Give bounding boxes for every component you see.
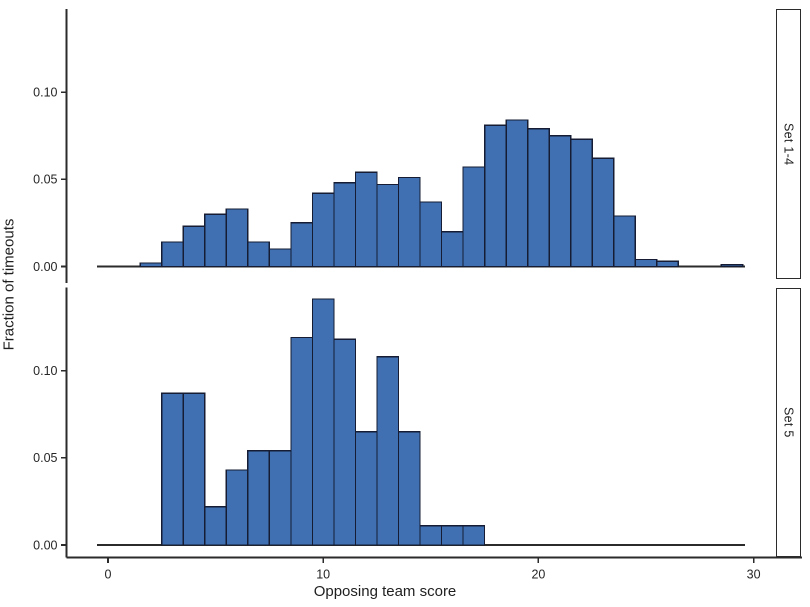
histogram-bar — [505, 119, 529, 268]
histogram-bar — [462, 525, 486, 546]
histogram-bar — [161, 392, 184, 546]
y-tick-label: 0.00 — [33, 538, 57, 552]
y-tick-label: 0.05 — [33, 451, 57, 465]
histogram-bar — [548, 135, 572, 268]
y-tick-label: 0.10 — [33, 85, 57, 99]
histogram-bar — [462, 166, 486, 268]
histogram-bar — [376, 355, 400, 546]
histogram-bar — [182, 225, 206, 268]
histogram-bar — [268, 450, 292, 546]
histogram-bar — [290, 336, 314, 546]
histogram-bar — [440, 230, 464, 268]
histogram-bar — [247, 450, 271, 546]
x-tick-label: 20 — [531, 568, 545, 582]
histogram-bar — [397, 430, 421, 546]
histogram-bar — [440, 525, 464, 546]
histogram-bar — [397, 176, 421, 268]
histogram-bar — [311, 298, 335, 546]
x-tick-label: 0 — [105, 568, 112, 582]
histogram-bar — [720, 264, 744, 268]
y-axis-title: Fraction of timeouts — [0, 218, 18, 351]
histogram-bar — [290, 222, 314, 268]
histogram-bar — [204, 213, 228, 268]
histogram-bar — [419, 525, 443, 546]
histogram-bar — [139, 262, 163, 268]
histogram-bar — [526, 128, 550, 268]
histogram-bar — [419, 201, 443, 268]
histogram-bar — [570, 138, 593, 268]
histogram-bar — [161, 241, 184, 268]
histogram-bar — [354, 171, 378, 268]
facet-strip-label: Set 1-4 — [781, 122, 796, 166]
histogram-bar — [311, 192, 335, 268]
histogram-bar — [613, 215, 636, 268]
histogram-bar — [483, 124, 507, 268]
x-tick-label: 10 — [316, 568, 330, 582]
histogram-bar — [247, 241, 271, 268]
histogram-bar — [225, 469, 249, 546]
histogram-bar — [204, 505, 228, 546]
histogram-bar — [333, 182, 357, 268]
y-tick-label: 0.10 — [33, 364, 57, 378]
histogram-bar — [225, 208, 249, 268]
histogram-bar — [656, 260, 679, 268]
histogram-bar — [634, 258, 658, 268]
facet-strip-set-1-4: Set 1-4 — [776, 9, 801, 279]
x-tick-label: 30 — [747, 568, 761, 582]
x-axis-title: Opposing team score — [313, 583, 457, 600]
histogram-bar — [376, 183, 400, 268]
histogram-bar — [268, 248, 292, 268]
facet-strip-set-5: Set 5 — [776, 288, 801, 557]
histogram-bar — [333, 338, 357, 546]
histogram-bar — [591, 157, 615, 268]
facet-strip-label: Set 5 — [781, 407, 796, 438]
y-tick-label: 0.00 — [33, 260, 57, 274]
histogram-bar — [182, 392, 206, 546]
histogram-bar — [354, 430, 378, 546]
y-tick-label: 0.05 — [33, 173, 57, 187]
